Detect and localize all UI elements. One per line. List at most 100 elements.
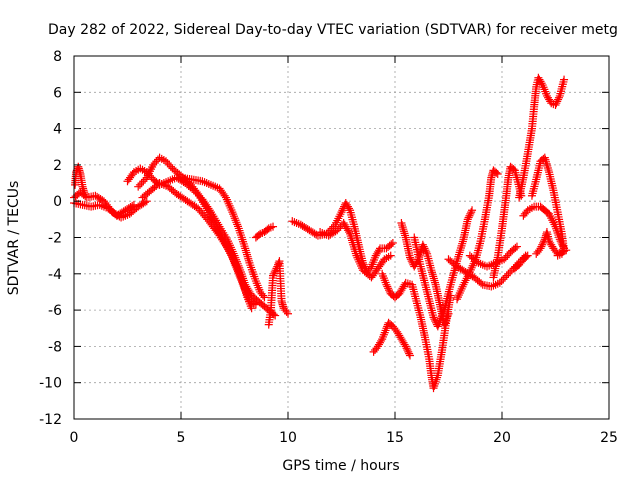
data-point [382,280,391,289]
data-point [388,238,397,247]
data-point [468,206,477,215]
axis-tick-labels: 0 5 10 15 20 25 -12 -10 -8 -6 -4 -2 0 2 4 6 8 [39,49,618,446]
data-point [233,264,242,273]
data-point [430,276,439,285]
series-arc-13 [378,269,455,393]
x-tick-label: 15 [386,430,404,446]
data-point [222,241,231,250]
data-point [497,277,506,286]
x-tick-label: 5 [177,430,186,446]
data-point [220,239,229,248]
data-point [495,278,504,287]
y-tick-label: 6 [53,85,62,101]
x-tick-label: 10 [279,430,297,446]
data-point [135,180,144,189]
series-arc-23 [532,228,571,258]
data-point [437,312,446,321]
data-point [419,242,428,251]
data-point [260,293,269,302]
data-point [491,280,500,289]
data-point [553,97,562,106]
data-point [382,324,391,333]
data-point [562,246,571,255]
data-point [223,243,232,252]
series-arc-22 [527,153,569,255]
data-point [400,229,409,238]
series-arc-06 [138,179,256,313]
data-point [218,235,227,244]
data-point [492,168,501,177]
data-point [236,272,245,281]
data-point [429,313,438,322]
data-point [134,182,143,191]
data-point [434,320,443,329]
data-point [137,179,146,188]
data-point [237,274,246,283]
y-tick-label: 8 [53,49,62,65]
data-point [551,101,560,110]
data-point [465,211,474,220]
y-tick-label: 0 [53,194,62,210]
data-point [458,239,467,248]
data-point [215,231,224,240]
data-point [509,165,518,174]
data-point [537,242,546,251]
data-point [538,240,547,249]
y-tick-label: -2 [48,231,62,247]
data-point [418,240,427,249]
data-point [401,342,410,351]
data-point [536,244,545,253]
data-point [251,300,260,309]
data-point [429,384,438,393]
series-arc-19 [489,162,526,282]
data-point [431,278,440,287]
series-arc-08 [251,222,278,242]
data-point [436,316,445,325]
data-point [230,214,239,223]
data-point [242,248,251,257]
data-point [433,322,442,331]
y-tick-label: 2 [53,158,62,174]
data-point [235,268,244,277]
data-point [458,237,467,246]
data-point [523,251,532,260]
data-point [270,267,279,276]
chart-title: Day 282 of 2022, Sidereal Day-to-day VTE… [48,22,618,38]
x-tick-label: 0 [70,430,79,446]
data-point [437,314,446,323]
y-tick-label: 4 [53,122,62,138]
series-arc-07 [177,173,269,302]
data-point [431,316,440,325]
data-point [235,270,244,279]
grid-lines [74,56,609,419]
data-point [229,212,238,221]
data-point [238,276,247,285]
data-point [284,309,292,318]
data-point [543,161,552,170]
data-point [383,282,392,291]
data-point [455,248,464,257]
data-point [166,162,175,171]
data-points [70,73,571,393]
data-point [338,206,347,215]
data-point [205,210,214,219]
data-point [320,229,329,238]
data-point [400,340,409,349]
data-point [399,225,408,234]
series-arc-04 [123,164,280,320]
data-point [203,206,212,215]
data-point [247,304,256,313]
data-point [271,266,280,275]
data-point [554,95,563,104]
data-point [282,307,291,316]
data-point [216,233,225,242]
data-point [463,215,472,224]
x-tick-label: 20 [493,430,511,446]
data-point [438,310,447,319]
data-point [435,318,444,327]
axis-ticks [73,55,610,420]
series-arc-16 [453,166,502,304]
data-point [544,166,553,175]
data-point [430,382,439,391]
data-point [232,262,241,271]
